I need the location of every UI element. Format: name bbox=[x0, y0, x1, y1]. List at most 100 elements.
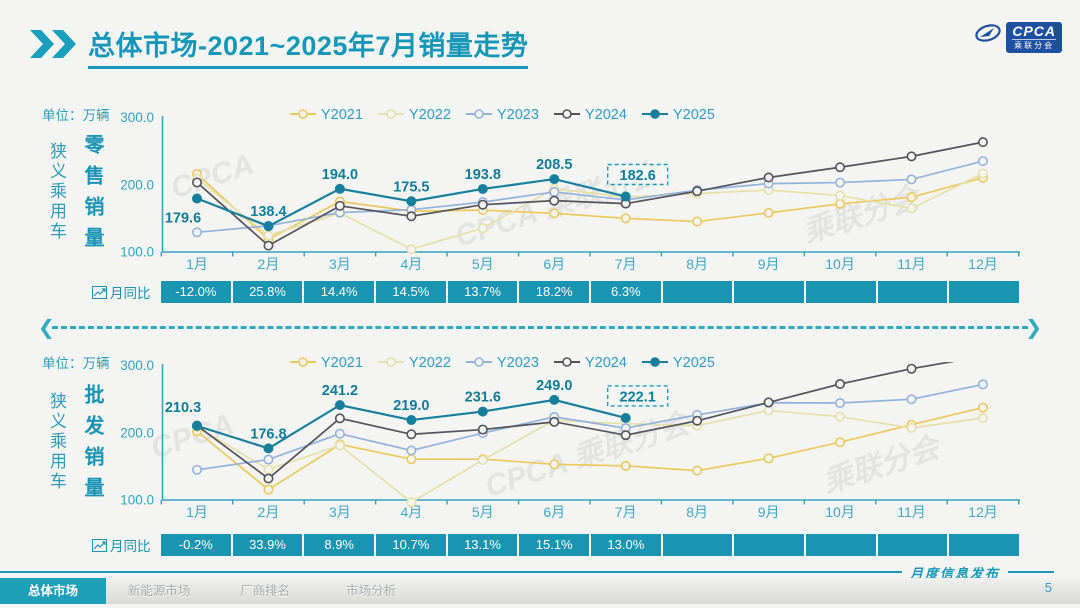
x-tick-label: 4月 bbox=[400, 256, 422, 272]
arrow-left-icon: ❮ bbox=[38, 317, 55, 339]
legend-marker-dot bbox=[562, 357, 572, 367]
yoy-label-wholesale: 月同比 bbox=[92, 534, 158, 556]
x-tick-label: 5月 bbox=[472, 256, 494, 272]
unit-label-retail: 单位：万辆 bbox=[42, 108, 110, 123]
axis-lines bbox=[161, 364, 1020, 501]
x-tick-label: 10月 bbox=[825, 256, 855, 272]
wholesale-line-chart: 300.0 200.0 100.0 1月 2月 3月 4月 5月 6月 7月 8月 9月 10月 11月 1… bbox=[120, 355, 1020, 520]
x-tick-label: 9月 bbox=[758, 256, 780, 272]
vehicle-class-label-retail: 狭义乘用车 bbox=[47, 142, 66, 242]
series-point-Y2024 bbox=[406, 211, 417, 222]
x-tick-label: 7月 bbox=[615, 256, 637, 272]
data-label: 219.0 bbox=[393, 398, 429, 414]
series-point-Y2024 bbox=[692, 186, 703, 197]
series-point-Y2021 bbox=[620, 213, 631, 224]
yoy-cell: -12.0% bbox=[161, 281, 231, 303]
x-tick-label: 11月 bbox=[897, 256, 926, 272]
series-line-Y2023 bbox=[196, 383, 984, 471]
series-point-Y2022 bbox=[406, 497, 417, 508]
series-point-Y2024 bbox=[763, 172, 774, 183]
series-point-Y2024 bbox=[835, 379, 846, 390]
measure-label-wholesale: 批发销量 bbox=[81, 384, 103, 508]
y-tick-label: 100.0 bbox=[120, 245, 154, 260]
yoy-cell bbox=[662, 534, 733, 556]
legend-marker-dot bbox=[386, 109, 396, 119]
yoy-cell bbox=[877, 534, 948, 556]
series-point-Y2024 bbox=[477, 199, 488, 210]
legend-marker-dot bbox=[298, 357, 308, 367]
series-line-Y2024 bbox=[196, 362, 955, 480]
x-tick-label: 10月 bbox=[825, 504, 855, 520]
data-label-boxed: 222.1 bbox=[620, 389, 656, 405]
series-point-Y2025 bbox=[620, 412, 631, 423]
legend-marker-dot bbox=[474, 357, 484, 367]
series-point-Y2025 bbox=[406, 196, 417, 207]
series-point-Y2023 bbox=[977, 379, 988, 390]
yoy-label-text: 月同比 bbox=[110, 539, 151, 554]
x-tick-label: 12月 bbox=[968, 256, 998, 272]
tab-nev-market[interactable]: 新能源市场 bbox=[127, 584, 191, 598]
series-point-Y2021 bbox=[263, 484, 274, 495]
tab-overall-market[interactable]: 总体市场 bbox=[0, 578, 106, 604]
legend-label: Y2021 bbox=[321, 355, 363, 371]
legend-marker-dot bbox=[298, 109, 308, 119]
legend-label: Y2023 bbox=[497, 107, 539, 123]
legend-label: Y2021 bbox=[321, 107, 363, 123]
x-tick-label: 4月 bbox=[400, 504, 422, 520]
yoy-cell bbox=[734, 281, 805, 303]
legend-label: Y2025 bbox=[673, 107, 715, 123]
yoy-cell: 6.3% bbox=[591, 281, 661, 303]
series-point-Y2022 bbox=[835, 411, 846, 422]
series-point-Y2024 bbox=[263, 240, 274, 251]
series-point-Y2024 bbox=[192, 177, 203, 188]
series-point-Y2025 bbox=[263, 221, 274, 232]
series-point-Y2025 bbox=[334, 183, 345, 194]
series-point-Y2022 bbox=[477, 455, 488, 466]
footer-rule bbox=[0, 571, 1054, 573]
x-tick-label: 1月 bbox=[186, 256, 208, 272]
cpca-logo-box: CPCA 乘联分会 bbox=[1006, 22, 1062, 53]
series-point-Y2022 bbox=[263, 464, 274, 475]
footer-tabbar: 总体市场 新能源市场 厂商排名 市场分析 bbox=[0, 578, 1080, 604]
series-point-Y2023 bbox=[192, 464, 203, 475]
series-point-Y2025 bbox=[192, 193, 203, 204]
x-tick-label: 6月 bbox=[543, 256, 565, 272]
x-tick-label: 3月 bbox=[329, 504, 351, 520]
yoy-cell bbox=[806, 281, 876, 303]
cpca-brand-text: CPCA bbox=[1012, 23, 1056, 39]
series-point-Y2022 bbox=[263, 230, 274, 241]
y-tick-label: 100.0 bbox=[120, 493, 154, 508]
x-tick-label: 2月 bbox=[258, 504, 280, 520]
vehicle-class-label-wholesale: 狭义乘用车 bbox=[47, 392, 66, 492]
chevron-right-icon bbox=[52, 30, 76, 58]
series-point-Y2025 bbox=[549, 394, 560, 405]
series-point-Y2023 bbox=[334, 428, 345, 439]
series-point-Y2025 bbox=[477, 183, 488, 194]
yoy-cell: 13.0% bbox=[591, 534, 661, 556]
series-point-Y2021 bbox=[692, 465, 703, 476]
series-point-Y2021 bbox=[763, 453, 774, 464]
series-line-Y2021 bbox=[196, 406, 984, 491]
series-point-Y2024 bbox=[334, 413, 345, 424]
legend-marker-dot bbox=[650, 357, 660, 367]
series-point-Y2023 bbox=[906, 174, 917, 185]
yoy-row-wholesale: -0.2% 33.9% 8.9% 10.7% 13.1% 15.1% 13.0% bbox=[161, 534, 1020, 556]
series-point-Y2024 bbox=[406, 429, 417, 440]
tab-oem-ranking[interactable]: 厂商排名 bbox=[239, 584, 290, 598]
series-point-Y2022 bbox=[977, 168, 988, 179]
series-point-Y2023 bbox=[406, 445, 417, 456]
data-label: 179.6 bbox=[165, 211, 201, 227]
x-tick-label: 12月 bbox=[968, 504, 998, 520]
series-point-Y2021 bbox=[549, 208, 560, 219]
title-chevrons-icon bbox=[30, 30, 82, 58]
series-point-Y2021 bbox=[406, 454, 417, 465]
series-point-Y2021 bbox=[692, 216, 703, 227]
series-point-Y2025 bbox=[334, 400, 345, 411]
yoy-cell bbox=[949, 281, 1020, 303]
yoy-label-text: 月同比 bbox=[110, 286, 151, 301]
series-point-Y2024 bbox=[692, 415, 703, 426]
tab-market-analysis[interactable]: 市场分析 bbox=[345, 584, 396, 598]
series-point-Y2023 bbox=[835, 177, 846, 188]
legend-label: Y2022 bbox=[409, 355, 451, 371]
legend-label: Y2024 bbox=[585, 355, 627, 371]
